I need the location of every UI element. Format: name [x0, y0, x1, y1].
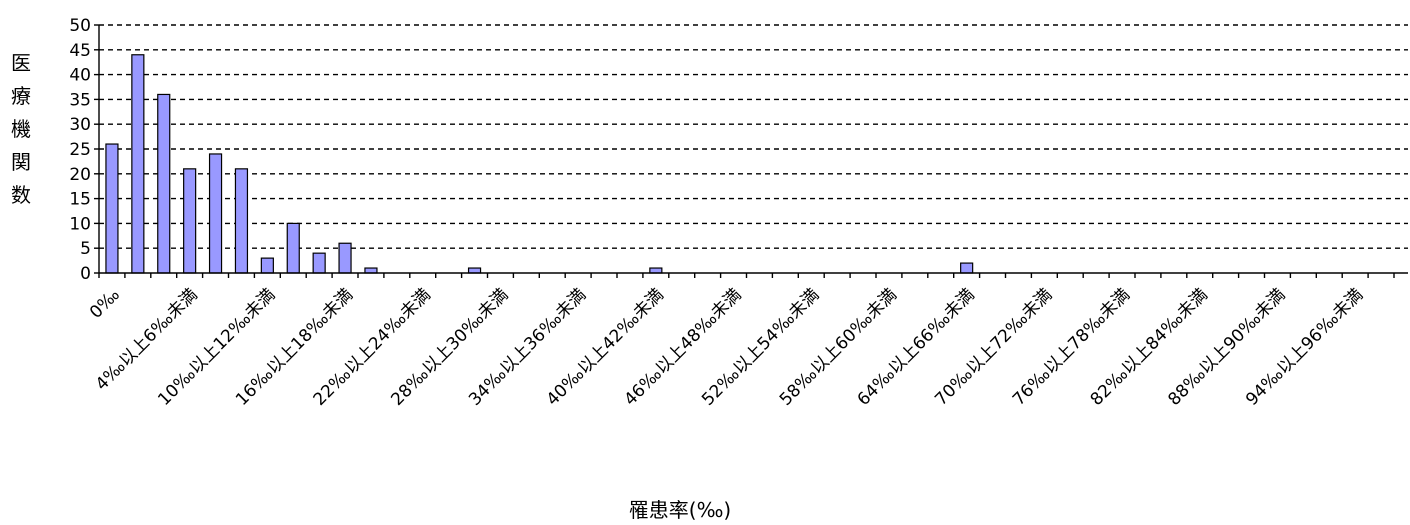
x-tick-labels: 0‰4‰以上6‰未満10‰以上12‰未満16‰以上18‰未満22‰以上24‰未満… — [86, 285, 1367, 410]
y-tick-label: 50 — [69, 16, 91, 36]
y-tick-label: 35 — [69, 90, 91, 110]
y-tick-label: 15 — [69, 190, 91, 210]
gridlines — [99, 24, 1408, 249]
bar — [183, 168, 197, 274]
y-tick-label: 0 — [80, 264, 91, 284]
bar — [312, 252, 326, 274]
y-tick-label: 30 — [69, 115, 91, 135]
bar — [467, 267, 482, 274]
y-axis-title-char: 関 — [11, 150, 31, 174]
bar — [364, 267, 378, 274]
bar — [286, 222, 300, 274]
y-axis-title-char: 医 — [11, 51, 31, 75]
y-tick-label: 45 — [69, 41, 91, 61]
y-axis-title-char: 数 — [11, 183, 31, 207]
y-tick-labels: 0 5 10 15 20 25 30 35 40 45 50 — [69, 16, 91, 284]
y-tick-label: 5 — [80, 239, 91, 259]
bar — [338, 242, 352, 274]
bar — [208, 153, 223, 274]
y-tick-label: 25 — [69, 140, 91, 160]
bars — [105, 54, 974, 274]
y-axis-title-char: 療 — [11, 84, 31, 108]
bar — [960, 262, 974, 274]
y-axis-title-char: 機 — [11, 117, 31, 141]
y-tick-label: 40 — [69, 66, 91, 86]
x-axis-title: 罹患率(‰) — [629, 498, 731, 522]
bar — [234, 168, 249, 274]
bar — [260, 257, 274, 274]
x-tick-label: 0‰ — [86, 285, 124, 323]
axes — [94, 24, 1408, 278]
bar — [105, 143, 119, 274]
y-tick-label: 10 — [69, 214, 91, 234]
bar — [649, 267, 663, 274]
bar — [131, 54, 145, 274]
y-tick-label: 20 — [69, 165, 91, 185]
bar — [157, 93, 171, 274]
